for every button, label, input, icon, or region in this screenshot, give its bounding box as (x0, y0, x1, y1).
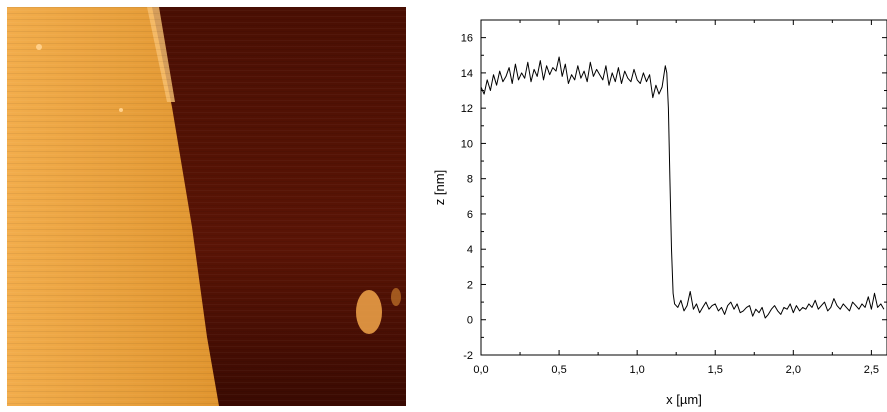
y-tick-label: -2 (463, 350, 473, 362)
y-tick-label: 6 (467, 209, 473, 221)
x-tick-label: 1,0 (630, 364, 645, 376)
afm-topography-image (7, 7, 406, 406)
afm-surface-blob (356, 290, 382, 334)
afm-particle (36, 44, 42, 50)
series-line (480, 56, 885, 319)
y-tick-label: 16 (461, 33, 473, 45)
x-tick-label: 0,5 (551, 364, 566, 376)
plot-frame (480, 19, 887, 356)
y-tick-label: 8 (467, 174, 473, 186)
x-tick-label: 2,0 (786, 364, 801, 376)
y-tick-label: 12 (461, 103, 473, 115)
x-axis-label: x [µm] (666, 392, 702, 407)
y-tick-label: 2 (467, 279, 473, 291)
plot-area: 0,0 0,5 1,0 1,5 2,0 2,5 -2 0 2 4 6 8 10 12 14 16 (461, 19, 887, 376)
x-tick-label: 0,0 (473, 364, 488, 376)
line-chart: 0,0 0,5 1,0 1,5 2,0 2,5 -2 0 2 4 6 8 10 12 14 16 x [µm]… (432, 19, 887, 407)
x-tick-label: 2,5 (864, 364, 879, 376)
y-tick-label: 0 (467, 315, 473, 327)
y-tick-label: 14 (461, 68, 473, 80)
y-axis-label: z [nm] (432, 170, 447, 205)
y-tick-label: 10 (461, 138, 473, 150)
afm-particle (119, 108, 123, 112)
afm-surface-blob-small (391, 288, 401, 306)
x-tick-label: 1,5 (708, 364, 723, 376)
y-tick-label: 4 (467, 244, 473, 256)
afm-scan-lines (7, 7, 406, 406)
